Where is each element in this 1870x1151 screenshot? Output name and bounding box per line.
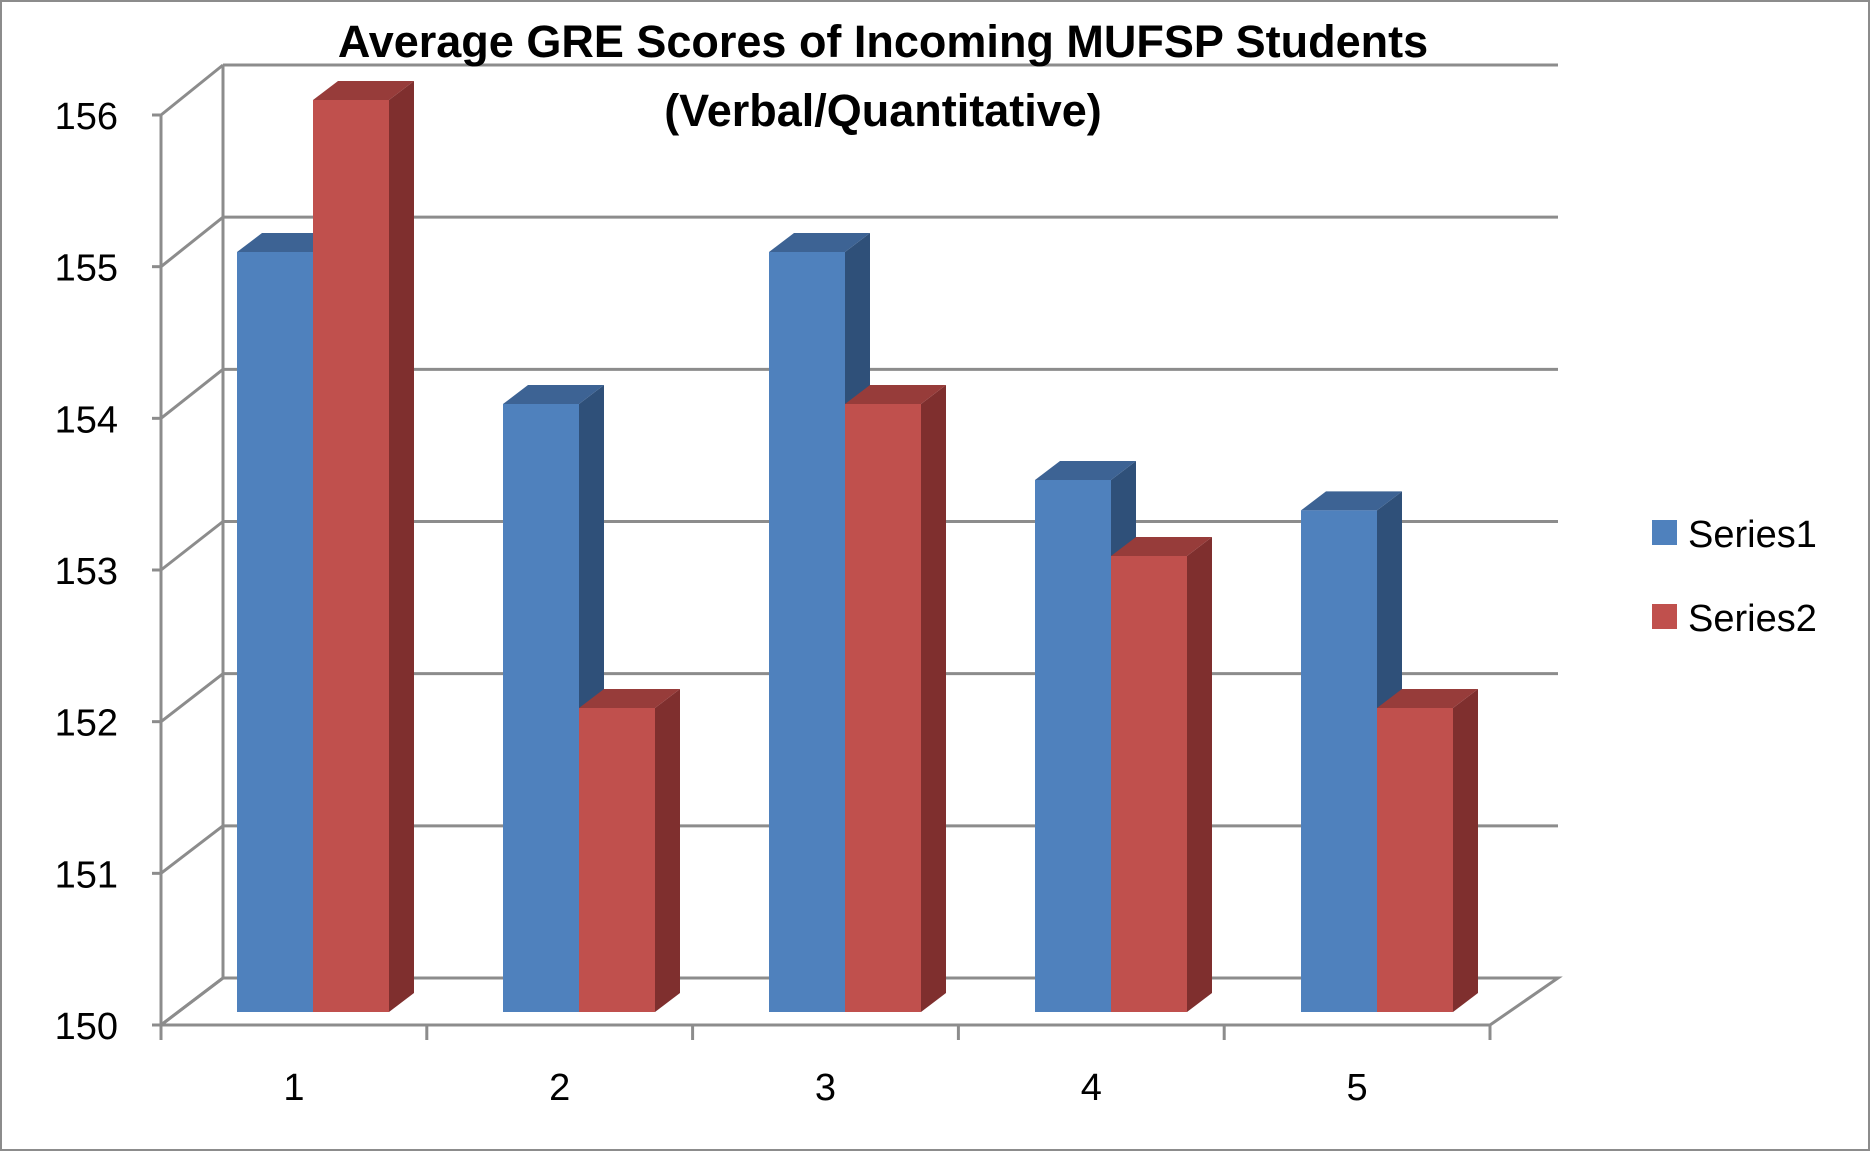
legend-label-series1: Series1 xyxy=(1688,514,1817,556)
y-tick-label: 156 xyxy=(55,96,118,138)
bar-front xyxy=(1377,708,1453,1012)
bars xyxy=(237,81,1478,1012)
y-tick-label: 151 xyxy=(55,854,118,896)
bar-top xyxy=(313,81,414,100)
bar-front xyxy=(769,252,845,1012)
axes: 150 151 152 153 154 155 156 1 2 3 4 5 xyxy=(55,96,1492,1109)
bar-side xyxy=(1187,537,1212,1012)
bar-top xyxy=(1377,689,1478,708)
bar-top xyxy=(579,689,680,708)
bar-front xyxy=(1035,480,1111,1012)
bar-side xyxy=(655,689,680,1012)
gridline-depth xyxy=(160,976,224,1027)
legend: Series1 Series2 xyxy=(1652,514,1817,640)
legend-swatch-series1 xyxy=(1652,520,1677,545)
bar-front xyxy=(579,708,655,1012)
bar-front xyxy=(313,100,389,1012)
bar-front xyxy=(1111,556,1187,1012)
x-tick-label: 5 xyxy=(1347,1067,1368,1109)
y-tick-label: 153 xyxy=(55,551,118,593)
bar xyxy=(313,81,414,1012)
bar-top xyxy=(237,233,338,252)
bar-side xyxy=(1453,689,1478,1012)
bar-top xyxy=(845,385,946,404)
legend-swatch-series2 xyxy=(1652,604,1677,629)
x-tick-label: 3 xyxy=(815,1067,836,1109)
bar xyxy=(579,689,680,1012)
bar xyxy=(1111,537,1212,1012)
bar-front xyxy=(845,404,921,1012)
y-tick-label: 155 xyxy=(55,248,118,290)
legend-label-series2: Series2 xyxy=(1688,598,1817,640)
gridline-depth xyxy=(160,824,224,875)
x-tick-label: 1 xyxy=(283,1067,304,1109)
chart-title-line-1: Average GRE Scores of Incoming MUFSP Stu… xyxy=(338,16,1428,67)
chart-title-line-2: (Verbal/Quantitative) xyxy=(664,85,1102,136)
y-tick-label: 150 xyxy=(55,1006,118,1048)
bar-top xyxy=(503,385,604,404)
y-tick-label: 152 xyxy=(55,703,118,745)
chart-title: Average GRE Scores of Incoming MUFSP Stu… xyxy=(338,16,1428,136)
gridline-depth xyxy=(160,63,224,117)
gridline-depth xyxy=(160,672,224,723)
bar-top xyxy=(769,233,870,252)
bar-top xyxy=(1301,491,1402,511)
x-tick-label: 2 xyxy=(549,1067,570,1109)
bar-side xyxy=(921,385,946,1012)
bar-top xyxy=(1035,461,1136,480)
bar-top xyxy=(1111,537,1212,556)
y-tick-label: 154 xyxy=(55,399,118,441)
gridline-depth xyxy=(160,368,224,420)
bar-front xyxy=(1301,510,1377,1012)
bar-front xyxy=(503,404,579,1012)
bar-front xyxy=(237,252,313,1012)
bar xyxy=(1377,689,1478,1012)
x-tick-label: 4 xyxy=(1081,1067,1102,1109)
gridline-depth xyxy=(160,215,224,268)
bar xyxy=(845,385,946,1012)
bar-side xyxy=(389,81,414,1012)
gridline-depth xyxy=(160,520,224,572)
bar xyxy=(1301,491,1402,1012)
